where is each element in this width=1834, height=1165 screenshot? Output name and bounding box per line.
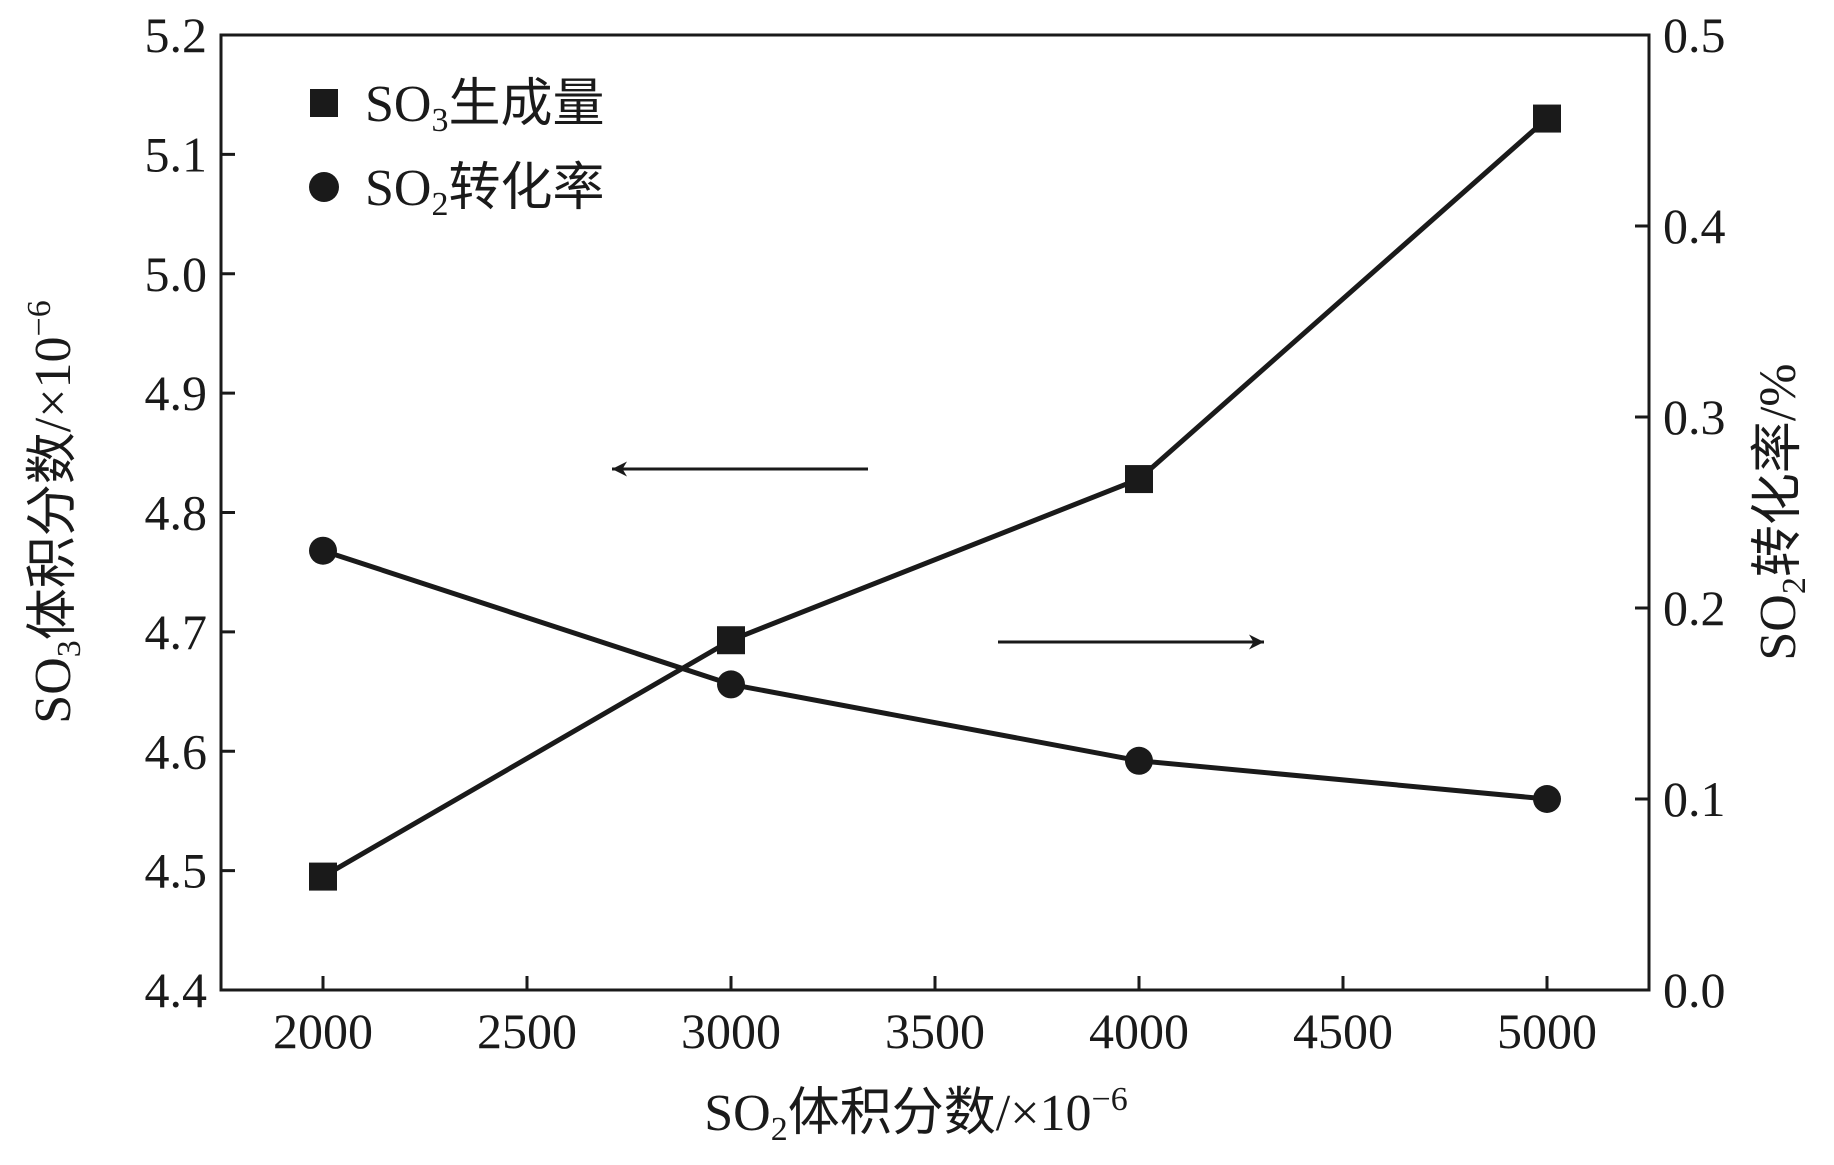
- y-right-tick-label: 0.1: [1663, 771, 1726, 827]
- y-left-axis-title: SO3体积分数/×10−6: [21, 300, 88, 723]
- data-point-so2-conversion: [1533, 785, 1561, 813]
- data-point-so2-conversion: [309, 536, 337, 565]
- x-tick-label: 3500: [885, 1003, 985, 1059]
- legend-label-so3: SO3生成量: [365, 76, 605, 139]
- data-point-so3-yield: [717, 626, 745, 655]
- y-right-axis-title-prefix: SO: [1750, 594, 1807, 660]
- y-left-tick-label: 4.9: [145, 365, 208, 421]
- data-point-so3-yield: [309, 862, 337, 891]
- legend-label-so2-subscript: 2: [431, 186, 448, 223]
- series-line-so2-conversion: [322, 548, 1548, 802]
- y-left-tick-label: 4.5: [145, 843, 208, 899]
- y-right-axis-title-text: 转化率/%: [1750, 363, 1807, 577]
- data-point-so2-conversion: [1125, 746, 1153, 775]
- legend: SO3生成量 SO2转化率: [309, 76, 605, 223]
- x-tick-label: 2000: [273, 1003, 373, 1059]
- legend-marker-so3: [310, 89, 338, 117]
- y-left-tick-label: 5.1: [145, 126, 208, 182]
- y-left-axis-title-text: 体积分数/×10: [25, 336, 82, 640]
- y-left-axis-title-subscript: 3: [51, 640, 88, 657]
- y-right-axis-title: SO2转化率/%: [1750, 363, 1813, 660]
- x-axis-title-superscript: −6: [1092, 1081, 1128, 1118]
- y-left-tick-label: 5.2: [145, 7, 208, 63]
- y-left-tick-label: 4.8: [145, 485, 208, 541]
- series-layer: [309, 104, 1561, 891]
- y-left-tick-label: 4.4: [145, 962, 208, 1018]
- x-axis-title-subscript: 2: [771, 1111, 788, 1148]
- legend-label-so2: SO2转化率: [365, 160, 605, 223]
- legend-marker-so2: [309, 172, 339, 202]
- series-line-so3-yield: [321, 116, 1549, 879]
- y-right-tick-label: 0.2: [1663, 580, 1726, 636]
- x-axis-title: SO2体积分数/×10−6: [704, 1081, 1127, 1148]
- y-left-axis-title-superscript: −6: [21, 300, 58, 336]
- y-left-tick-label: 4.6: [145, 723, 208, 779]
- x-tick-label: 4000: [1089, 1003, 1189, 1059]
- y-left-tick-label: 5.0: [145, 246, 208, 302]
- legend-label-so3-subscript: 3: [431, 102, 448, 139]
- legend-label-so3-prefix: SO: [365, 76, 431, 133]
- data-point-so2-conversion: [717, 670, 745, 699]
- y-left-axis-ticks: 4.4 4.5 4.6 4.7 4.8 4.9 5.0 5.1 5.2: [145, 7, 235, 1018]
- x-tick-label: 3000: [681, 1003, 781, 1059]
- data-point-so3-yield: [1533, 104, 1561, 133]
- legend-label-so2-text: 转化率: [448, 160, 604, 217]
- y-right-tick-label: 0.0: [1663, 962, 1726, 1018]
- y-left-tick-label: 4.7: [145, 604, 208, 660]
- x-axis-ticks: 2000 2500 3000 3500 4000 4500 5000: [273, 976, 1597, 1059]
- y-right-axis-ticks: 0.0 0.1 0.2 0.3 0.4 0.5: [1635, 7, 1726, 1018]
- y-right-tick-label: 0.3: [1663, 389, 1726, 445]
- y-left-axis-title-prefix: SO: [25, 657, 82, 723]
- legend-label-so2-prefix: SO: [365, 160, 431, 217]
- x-axis-title-text: 体积分数/×10: [788, 1085, 1092, 1142]
- data-point-so3-yield: [1125, 465, 1153, 494]
- legend-label-so3-text: 生成量: [448, 76, 604, 133]
- y-right-tick-label: 0.5: [1663, 7, 1726, 63]
- x-tick-label: 5000: [1497, 1003, 1597, 1059]
- x-tick-label: 4500: [1293, 1003, 1393, 1059]
- y-right-axis-title-subscript: 2: [1776, 577, 1813, 594]
- x-axis-title-prefix: SO: [704, 1085, 770, 1142]
- x-tick-label: 2500: [477, 1003, 577, 1059]
- y-right-tick-label: 0.4: [1663, 198, 1726, 254]
- plot-frame: [219, 33, 1651, 992]
